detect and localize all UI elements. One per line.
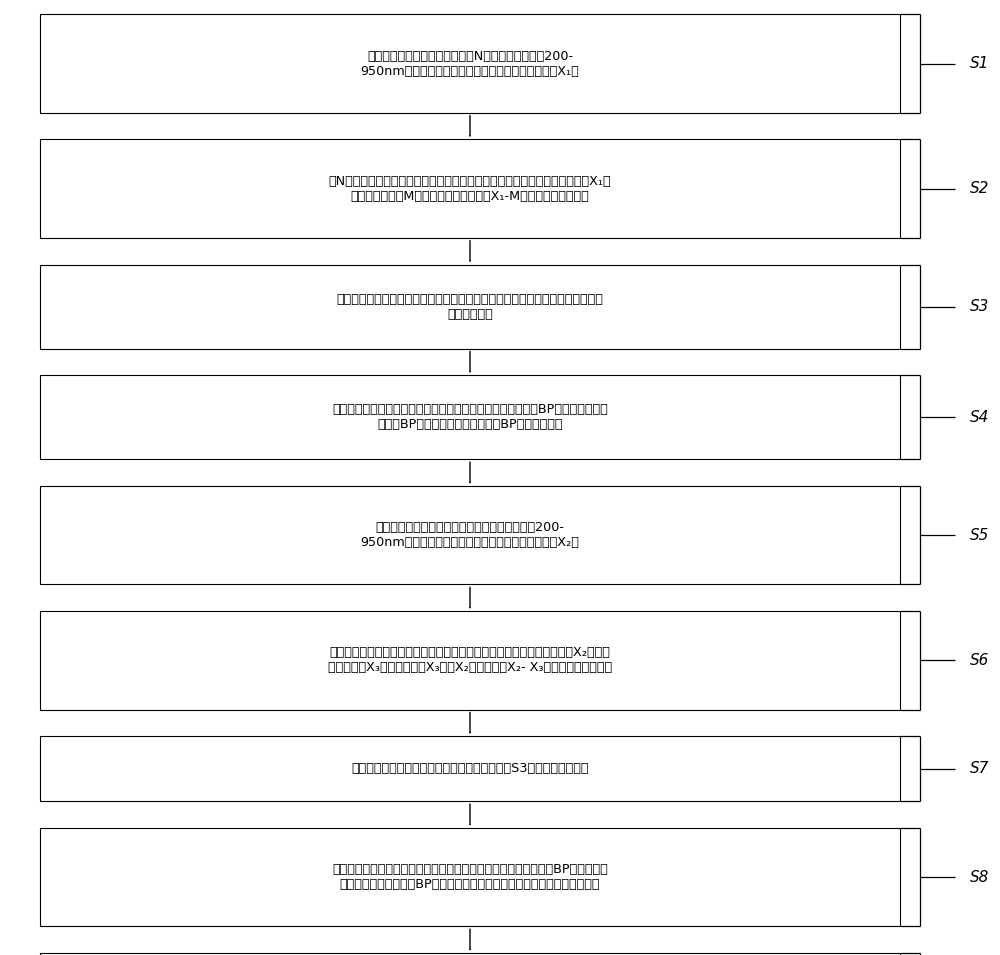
Bar [40,486,900,584]
Bar [40,736,900,801]
Text: 对N种标准水稻品种光谱进行数据处理：对于一颗水稻的同一点上测量得到的X₁组
数据，将前面的M组数据删除，对后面的X₁-M组数据进行平均处理: 对N种标准水稻品种光谱进行数据处理：对于一颗水稻的同一点上测量得到的X₁组 数据… [329,175,611,202]
Text: 对待测水稻品种光谱进行谱线识别，得出与步骤S3中相同元素的谱线: 对待测水稻品种光谱进行谱线识别，得出与步骤S3中相同元素的谱线 [351,762,589,775]
Text: S8: S8 [970,870,989,884]
Text: S1: S1 [970,56,989,71]
Text: 对进行平均处理后的数据进行谱线识别，找出其中含量靠前的预设个数的化学元
素的波峰谱线: 对进行平均处理后的数据进行谱线识别，找出其中含量靠前的预设个数的化学元 素的波峰… [337,292,603,321]
Bar [40,14,900,113]
Text: 利用激光诱导击穿光谱仪测量出待测水稻品种在200-
950nm范围内的光谱，其中一颗水稻的同一点上测量X₂次: 利用激光诱导击穿光谱仪测量出待测水稻品种在200- 950nm范围内的光谱，其中… [361,521,579,549]
Text: 选取水稻品种中所选化学元素的波峰谱线组合成特征光谱作为BP神经网络的输入
值，对BP神经网络进行训练，得到BP神经网络结构: 选取水稻品种中所选化学元素的波峰谱线组合成特征光谱作为BP神经网络的输入 值，对… [332,403,608,432]
Text: 对待测水稻品种光谱进行数据处理：对于一颗水稻的同一点上测量得到的X₂组数据
，将前面的X₃组数据删除，X₃小于X₂，对后面的X₂- X₃组数据进行平均处理: 对待测水稻品种光谱进行数据处理：对于一颗水稻的同一点上测量得到的X₂组数据 ，将… [328,647,612,674]
Text: S2: S2 [970,181,989,196]
Bar [40,611,900,710]
Text: S5: S5 [970,528,989,542]
Bar [40,953,900,955]
Bar [40,139,900,238]
Text: S7: S7 [970,761,989,776]
Bar [40,828,900,926]
Bar [40,375,900,459]
Text: 选取待测水稻品种中所选化学元素的谱线波峰组合成特征光谱作为BP神经网络的
输入值，利用已得到的BP神经网络对待测水稻品种进行识别，得到识别结果: 选取待测水稻品种中所选化学元素的谱线波峰组合成特征光谱作为BP神经网络的 输入值… [332,863,608,891]
Text: 利用激光诱导击穿光谱仪测量出N种标准水稻品种在200-
950nm范围内的光谱，其中一颗水稻的同一点上测量X₁次: 利用激光诱导击穿光谱仪测量出N种标准水稻品种在200- 950nm范围内的光谱，… [361,50,579,77]
Text: S6: S6 [970,653,989,668]
Text: S3: S3 [970,299,989,314]
Text: S4: S4 [970,410,989,425]
Bar [40,265,900,349]
